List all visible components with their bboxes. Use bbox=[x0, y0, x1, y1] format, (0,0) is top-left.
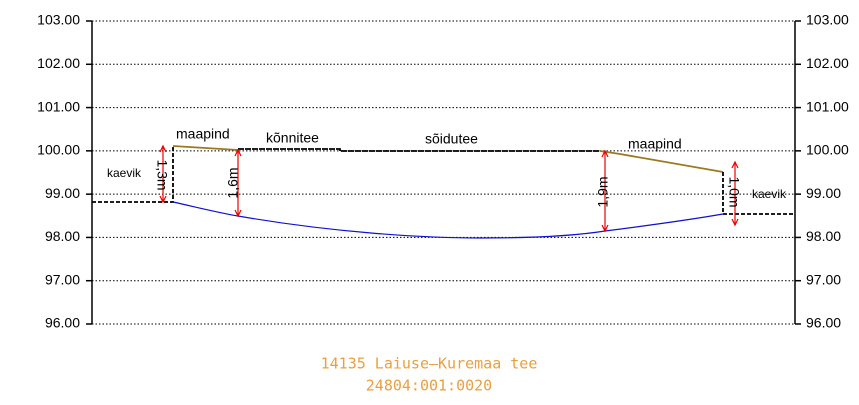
label: kõnnitee bbox=[266, 130, 319, 146]
pipe-line bbox=[172, 201, 724, 239]
ground-left bbox=[172, 145, 239, 151]
y-tick-label: 101.00 bbox=[806, 98, 849, 114]
ground-right bbox=[599, 150, 724, 173]
y-tick-label: 97.00 bbox=[806, 271, 841, 287]
y-tick-label: 98.00 bbox=[45, 228, 80, 244]
label: kaevik bbox=[107, 166, 142, 180]
label: 1,0m bbox=[726, 176, 742, 207]
y-tick-label: 102.00 bbox=[806, 55, 849, 71]
y-tick-label: 99.00 bbox=[45, 185, 80, 201]
y-tick-label: 96.00 bbox=[45, 315, 80, 331]
label: kaevik bbox=[752, 187, 787, 201]
y-tick-label: 96.00 bbox=[806, 315, 841, 331]
label: maapind bbox=[176, 126, 230, 142]
y-tick-label: 103.00 bbox=[806, 12, 849, 28]
label: 1,6m bbox=[225, 167, 241, 198]
title: 14135 Laiuse–Kuremaa tee bbox=[321, 355, 538, 373]
y-tick-label: 98.00 bbox=[806, 228, 841, 244]
y-tick-label: 100.00 bbox=[806, 142, 849, 158]
label: sõidutee bbox=[425, 131, 478, 147]
label: 1,9m bbox=[595, 176, 611, 207]
y-tick-label: 97.00 bbox=[45, 271, 80, 287]
label: 1,3m bbox=[154, 159, 170, 190]
y-tick-label: 103.00 bbox=[37, 12, 80, 28]
y-tick-label: 99.00 bbox=[806, 185, 841, 201]
dimensions bbox=[159, 144, 739, 233]
y-tick-label: 100.00 bbox=[37, 142, 80, 158]
y-tick-label: 101.00 bbox=[37, 98, 80, 114]
y-tick-label: 102.00 bbox=[37, 55, 80, 71]
subtitle: 24804:001:0020 bbox=[366, 377, 492, 395]
label: maapind bbox=[628, 136, 682, 152]
pavement bbox=[238, 148, 600, 152]
